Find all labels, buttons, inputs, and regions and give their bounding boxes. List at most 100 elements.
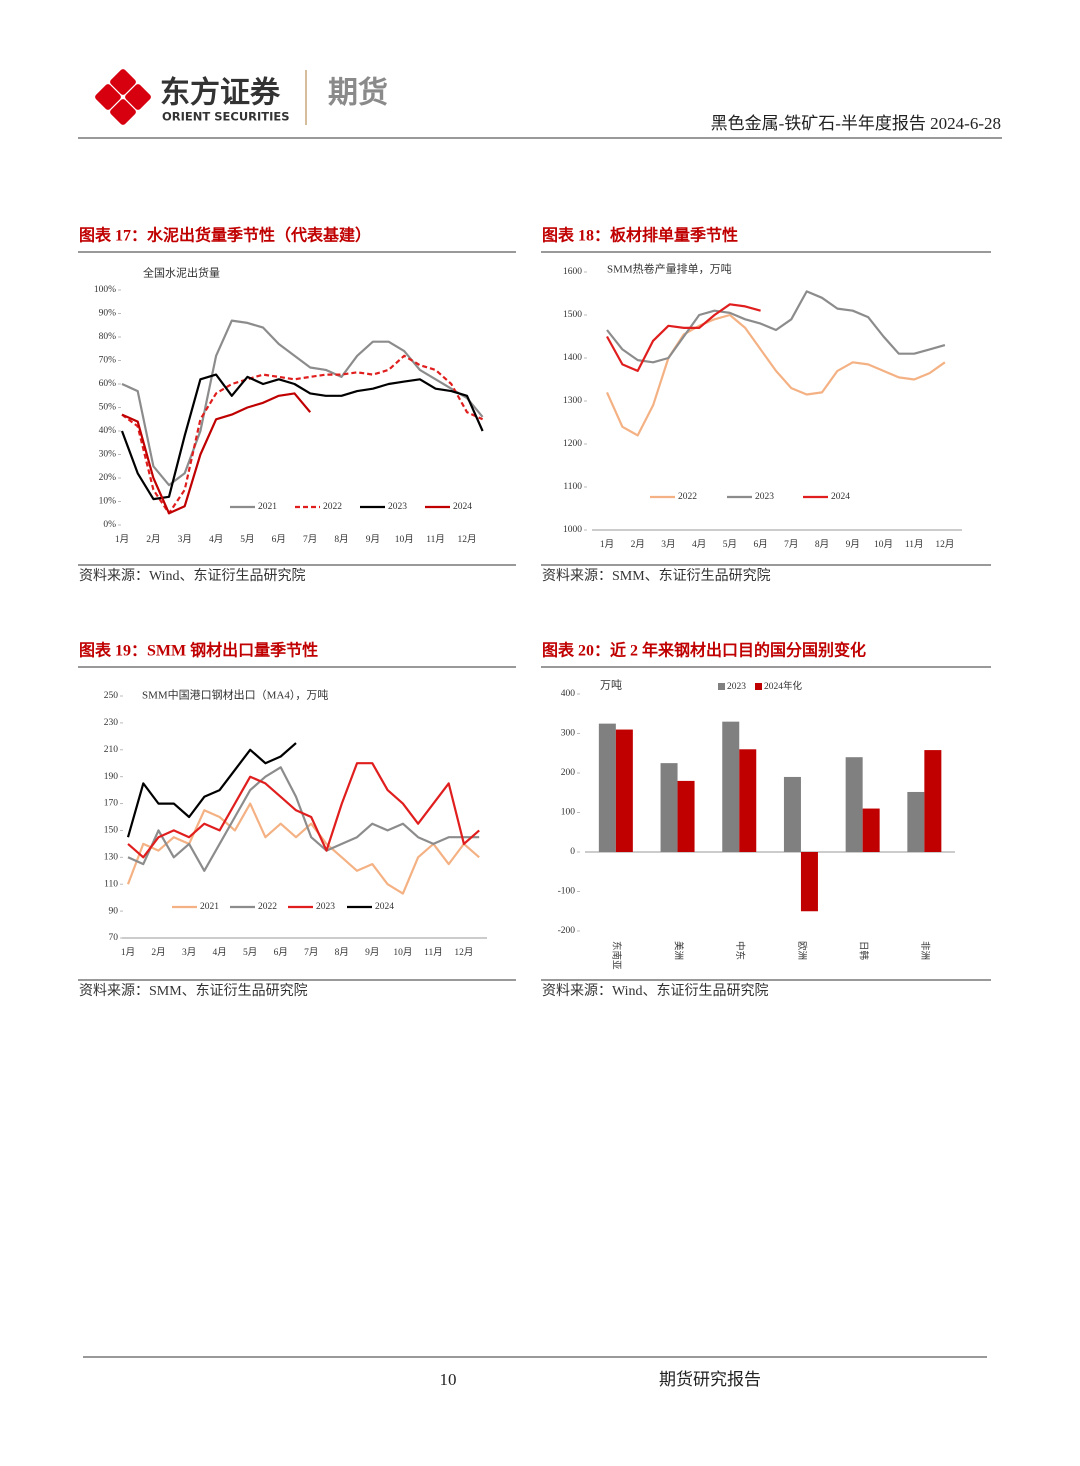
legend-label: 2024年化 (764, 680, 803, 692)
series-line (606, 290, 946, 364)
y-tick-label: 300 (561, 729, 576, 739)
legend-swatch (755, 683, 762, 690)
y-tick-label: 50% (99, 403, 117, 413)
x-tick-label: 9月 (366, 534, 380, 545)
x-tick-label: 9月 (365, 947, 379, 958)
y-tick-label: 90% (99, 309, 117, 319)
x-tick-label: 4月 (212, 947, 226, 958)
bar (660, 763, 678, 852)
series-line (126, 802, 480, 895)
x-tick-label: 12月 (935, 539, 954, 550)
legend-label: 2021 (258, 502, 277, 512)
y-tick-label: 40% (99, 426, 117, 436)
x-tick-label: 7月 (784, 539, 798, 550)
x-tick-label: 东南亚 (611, 941, 623, 970)
series-line (605, 313, 946, 437)
x-tick-label: 1月 (600, 539, 614, 550)
y-tick-label: 30% (99, 450, 117, 460)
x-tick-label: 美洲 (672, 941, 684, 960)
x-tick-label: 2月 (146, 534, 160, 545)
bar (783, 776, 801, 852)
y-tick-label: 1000 (563, 525, 582, 535)
x-tick-label: 1月 (121, 947, 135, 958)
y-tick-label: 60% (99, 379, 117, 389)
series-line (121, 392, 312, 515)
y-tick-label: 90 (109, 906, 119, 916)
y-tick-label: 1500 (563, 310, 582, 320)
x-tick-label: 7月 (303, 534, 317, 545)
y-tick-label: 10% (99, 497, 117, 507)
x-tick-label: 4月 (209, 534, 223, 545)
y-tick-label: 1100 (563, 482, 582, 492)
x-tick-label: 8月 (335, 947, 349, 958)
legend-label: 2022 (258, 902, 277, 912)
legend-label: 2023 (755, 492, 774, 502)
figure-title: 图表 17：水泥出货量季节性（代表基建） (79, 226, 371, 245)
legend-label: 2024 (831, 492, 850, 502)
source: 资料来源：SMM、东证衍生品研究院 (79, 983, 308, 999)
y-tick-label: 130 (104, 853, 119, 863)
series-line (120, 373, 484, 501)
x-tick-label: 6月 (274, 947, 288, 958)
bar (677, 780, 695, 852)
y-tick-label: 110 (104, 879, 118, 889)
x-tick-label: 非洲 (919, 941, 931, 960)
x-tick-label: 4月 (692, 539, 706, 550)
y-tick-label: 170 (104, 799, 119, 809)
series-line (126, 742, 297, 838)
x-tick-label: 8月 (815, 539, 829, 550)
y-tick-label: 250 (104, 691, 119, 701)
logo-mark (95, 69, 151, 125)
figure-title: 图表 20：近 2 年来钢材出口目的国分国别变化 (542, 641, 866, 660)
figure-title: 图表 18：板材排单量季节性 (542, 226, 738, 245)
y-tick-label: 20% (99, 473, 117, 483)
x-tick-label: 6月 (753, 539, 767, 550)
chart-subtitle: SMM热卷产量排单，万吨 (607, 262, 732, 276)
y-tick-label: 230 (104, 718, 119, 728)
x-tick-label: 5月 (243, 947, 257, 958)
x-tick-label: 7月 (304, 947, 318, 958)
x-tick-label: 12月 (454, 947, 473, 958)
bar (845, 757, 863, 852)
x-tick-label: 11月 (426, 534, 445, 545)
x-tick-label: 10月 (393, 947, 412, 958)
legend-label: 2023 (727, 682, 746, 692)
x-tick-label: 8月 (334, 534, 348, 545)
x-tick-label: 欧洲 (796, 941, 808, 960)
y-tick-label: 200 (561, 768, 576, 778)
y-tick-label: 0 (570, 847, 575, 857)
legend-label: 2023 (388, 502, 407, 512)
x-tick-label: 2月 (631, 539, 645, 550)
y-tick-label: 70% (99, 356, 117, 366)
y-tick-label: 210 (104, 745, 119, 755)
y-tick-label: 70 (109, 933, 119, 943)
y-tick-label: 0% (103, 520, 116, 530)
y-tick-label: 190 (104, 772, 119, 782)
x-tick-label: 2月 (151, 947, 165, 958)
y-tick-label: 1400 (563, 353, 582, 363)
figure-title: 图表 19：SMM 钢材出口量季节性 (79, 641, 318, 660)
x-tick-label: 中东 (734, 941, 746, 960)
series-line (606, 303, 761, 372)
x-tick-label: 5月 (240, 534, 254, 545)
chart-subtitle: SMM中国港口钢材出口（MA4），万吨 (142, 688, 328, 702)
bar (598, 723, 616, 852)
x-tick-label: 3月 (661, 539, 675, 550)
x-tick-label: 5月 (723, 539, 737, 550)
chart-subtitle: 全国水泥出货量 (143, 266, 220, 280)
x-tick-label: 10月 (874, 539, 893, 550)
source: 资料来源：SMM、东证衍生品研究院 (542, 568, 771, 584)
legend-label: 2022 (323, 502, 342, 512)
y-tick-label: 400 (561, 689, 576, 699)
x-tick-label: 3月 (178, 534, 192, 545)
bar (907, 791, 925, 852)
bar (615, 729, 633, 852)
logo-en: ORIENT SECURITIES (162, 110, 290, 124)
logo-cn: 东方证券 (160, 76, 281, 111)
y-tick-label: 1600 (563, 267, 582, 277)
chart-subtitle: 万吨 (600, 679, 622, 692)
y-tick-label: 1300 (563, 396, 582, 406)
x-tick-label: 9月 (846, 539, 860, 550)
x-tick-label: 日韩 (857, 941, 869, 961)
